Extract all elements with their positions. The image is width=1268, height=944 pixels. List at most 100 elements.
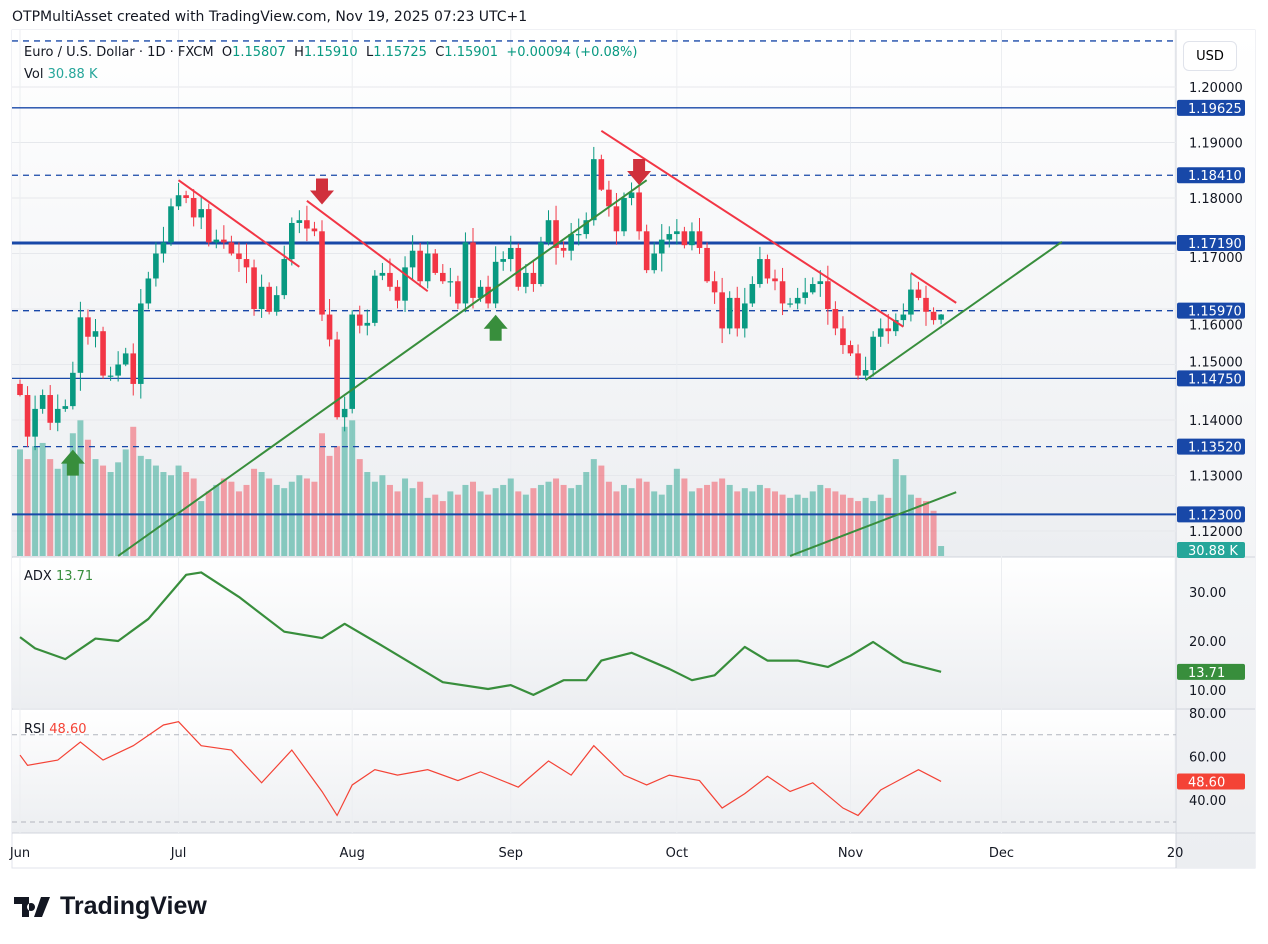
- volume-bar: [726, 484, 733, 556]
- candle-body: [696, 231, 703, 248]
- candle-body: [900, 314, 907, 321]
- trendline-green: [789, 491, 957, 557]
- volume-bar: [658, 494, 665, 556]
- price-pane: [12, 30, 1176, 557]
- candle-body: [893, 320, 899, 332]
- candle-body: [568, 234, 574, 251]
- volume-bar: [32, 446, 39, 556]
- candle-body: [39, 395, 46, 409]
- candle-body: [85, 317, 91, 337]
- candle-body: [485, 286, 491, 304]
- candle-body: [530, 272, 537, 285]
- chart-credit: OTPMultiAsset created with TradingView.c…: [12, 9, 528, 25]
- volume-bar: [847, 497, 854, 556]
- volume-bar: [62, 462, 69, 556]
- trendline-green: [865, 241, 1063, 381]
- volume-bar: [175, 465, 182, 556]
- candle-body: [138, 303, 144, 384]
- rsi-pane: [12, 710, 1176, 833]
- candle-body: [704, 247, 710, 282]
- candle-body: [870, 336, 876, 371]
- adx-tick-label: 30.00: [1189, 586, 1226, 601]
- level-badge-label: 1.13520: [1188, 441, 1242, 456]
- candle-body: [47, 395, 53, 423]
- volume-bar: [54, 468, 61, 556]
- level-badge: [1177, 167, 1245, 184]
- volume-bar: [485, 494, 492, 556]
- volume-bar: [598, 465, 605, 556]
- level-badge: [1177, 370, 1245, 387]
- volume-bar: [379, 475, 386, 556]
- volume-bar: [462, 484, 469, 556]
- volume-bar: [794, 494, 801, 556]
- change-value: +0.00094 (+0.08%): [506, 45, 638, 60]
- adx-tick-label: 10.00: [1189, 684, 1226, 699]
- candle-body: [938, 314, 944, 320]
- candle-body: [153, 253, 159, 279]
- volume-bar: [673, 468, 680, 556]
- candle-body: [538, 242, 544, 285]
- close-label: C: [435, 45, 445, 60]
- candle-body: [674, 231, 680, 235]
- volume-bar: [24, 459, 31, 556]
- tradingview-logo[interactable]: TradingView: [14, 892, 207, 921]
- volume-bar: [855, 501, 862, 556]
- candle-body: [666, 234, 673, 240]
- candle-body: [575, 234, 582, 236]
- volume-bar: [500, 484, 507, 556]
- volume-bar: [696, 488, 703, 556]
- candle-body: [213, 239, 220, 243]
- candle-body: [17, 383, 23, 396]
- time-axis-label: Jun: [9, 846, 30, 861]
- candle-body: [349, 314, 355, 409]
- volume-bar: [205, 491, 212, 556]
- price-tick-label: 1.17000: [1189, 251, 1243, 266]
- symbol-name[interactable]: Euro / U.S. Dollar · 1D · FXCM: [24, 45, 214, 60]
- volume-bar: [168, 475, 174, 556]
- volume-bar: [69, 433, 76, 556]
- candle-body: [273, 295, 280, 312]
- volume-bar: [756, 484, 763, 556]
- volume-bar: [220, 478, 227, 556]
- level-badge-label: 1.19625: [1188, 102, 1242, 117]
- candle-body: [387, 272, 393, 287]
- volume-bar: [454, 494, 461, 556]
- volume-bar: [115, 462, 122, 556]
- volume-bar: [198, 501, 205, 556]
- candle-body: [507, 247, 514, 260]
- volume-bar: [402, 478, 409, 556]
- candle-body: [840, 328, 846, 346]
- high-label: H: [294, 45, 304, 60]
- volume-bar: [137, 455, 144, 556]
- trendline-red: [306, 199, 429, 293]
- candle-body: [304, 220, 310, 229]
- candle-body: [923, 297, 929, 312]
- volume-bar: [228, 481, 235, 556]
- level-badge-label: 1.17190: [1188, 237, 1242, 252]
- volume-bar: [394, 491, 401, 556]
- adx-value: 13.71: [55, 569, 94, 584]
- volume-bar: [590, 459, 597, 556]
- candle-body: [100, 331, 106, 376]
- volume-bar: [145, 459, 152, 556]
- volume-bar: [832, 491, 839, 556]
- rsi-badge-label: 48.60: [1188, 775, 1225, 790]
- level-badge: [1177, 99, 1245, 116]
- candle-body: [281, 259, 288, 296]
- symbol-legend: Euro / U.S. Dollar · 1D · FXCM O1.15807 …: [24, 45, 637, 60]
- adx-badge-label: 13.71: [1188, 666, 1225, 681]
- candle-body: [296, 220, 303, 223]
- candle-body: [470, 242, 476, 298]
- candle-body: [515, 247, 522, 287]
- volume-bar: [741, 488, 748, 556]
- rsi-label: RSI: [24, 722, 46, 737]
- volume-bar: [77, 420, 84, 556]
- trendline-red: [177, 179, 300, 268]
- currency-button[interactable]: USD: [1183, 41, 1237, 71]
- volume-bar: [266, 478, 273, 556]
- candle-body: [62, 406, 69, 409]
- time-axis-label: Dec: [989, 846, 1014, 861]
- adx-label: ADX: [24, 569, 52, 584]
- volume-bar: [439, 501, 446, 556]
